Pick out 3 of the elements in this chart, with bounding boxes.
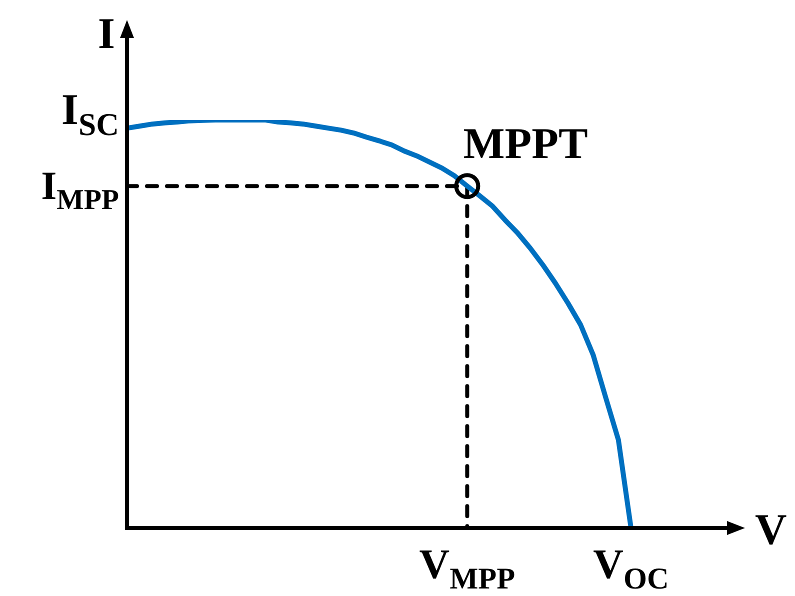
annotation: MPPT [463,119,588,168]
x-axis-title: V [755,505,787,554]
y-axis-title: I [98,9,115,58]
